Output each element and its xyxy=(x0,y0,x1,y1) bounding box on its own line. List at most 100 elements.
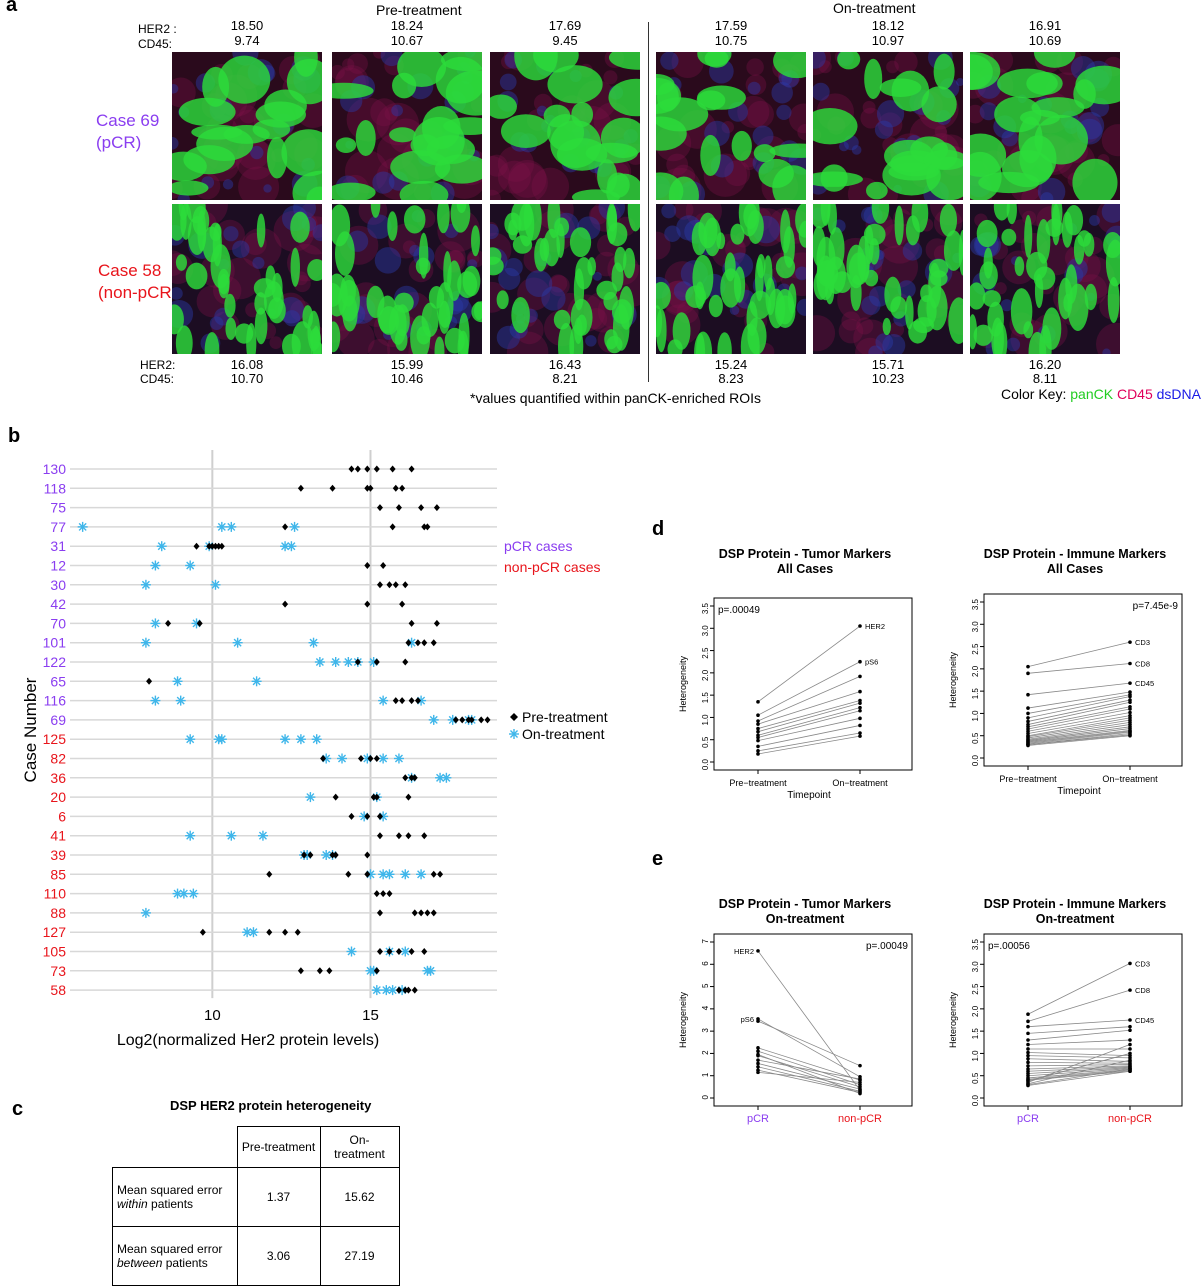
pre-treatment-point xyxy=(424,523,431,531)
paired-line xyxy=(1027,963,1131,1015)
group-on-title: On-treatment xyxy=(833,0,916,16)
on-treatment-point xyxy=(185,830,196,841)
point-right xyxy=(1128,700,1132,705)
on-treatment-point xyxy=(428,714,439,725)
her2-value-bottom-0: 16.08 xyxy=(230,357,264,372)
paired-line xyxy=(1027,1055,1131,1059)
on-treatment-point xyxy=(393,753,404,764)
on-treatment-point xyxy=(77,521,88,532)
pre-treatment-point xyxy=(376,909,383,917)
heterogeneity-table: Pre-treatment On-treatment Mean squared … xyxy=(112,1126,400,1286)
pre-treatment-point xyxy=(215,542,222,550)
cd45-label-top: CD45: xyxy=(138,37,173,51)
pre-treatment-point xyxy=(386,581,393,589)
case-label-70: 70 xyxy=(50,615,66,631)
paired-line xyxy=(1027,729,1131,743)
y-axis-label: Case Number xyxy=(21,677,40,782)
on-treatment-point xyxy=(384,869,395,880)
pre-treatment-point xyxy=(206,542,213,550)
point-left xyxy=(1026,719,1030,724)
pre-treatment-point xyxy=(364,484,371,492)
paired-line xyxy=(1027,730,1131,744)
on-treatment-point xyxy=(378,753,389,764)
pre-treatment-point xyxy=(266,870,273,878)
between-on-value: 27.19 xyxy=(319,1226,400,1286)
her2-value-top-0: 18.50 xyxy=(230,18,264,33)
point-left xyxy=(1026,1042,1030,1047)
case-label-73: 73 xyxy=(50,963,66,979)
case-label-6: 6 xyxy=(58,808,66,824)
on-treatment-point xyxy=(378,869,389,880)
pre-treatment-point xyxy=(364,812,371,820)
paired-line xyxy=(757,1047,861,1081)
paired-line xyxy=(1027,726,1131,741)
y-tick-label: 0.0 xyxy=(971,1094,980,1106)
paired-line xyxy=(1027,1029,1131,1041)
paired-line xyxy=(1027,699,1131,722)
on-treatment-point xyxy=(156,541,167,552)
on-treatment-point xyxy=(185,734,196,745)
quantification-footnote: *values quantified within panCK-enriched… xyxy=(470,390,762,406)
pre-treatment-point xyxy=(408,697,415,705)
point-left xyxy=(756,1049,760,1053)
case-label-127: 127 xyxy=(43,924,67,940)
paired-line xyxy=(757,1071,861,1083)
pre-treatment-point xyxy=(380,562,387,569)
pre-treatment-point xyxy=(421,948,428,955)
pre-treatment-point xyxy=(411,774,418,782)
paired-line xyxy=(1027,719,1131,738)
chart-title: DSP Protein - Immune Markers xyxy=(984,547,1167,561)
pre-treatment-point xyxy=(357,755,364,762)
paired-line xyxy=(1027,701,1131,725)
case-69-label: Case 69 (pCR) xyxy=(96,110,159,154)
pre-treatment-point xyxy=(373,967,380,975)
plot-frame xyxy=(713,933,913,1107)
on-treatment-point xyxy=(378,695,389,706)
point-right xyxy=(1128,661,1132,666)
pre-treatment-point xyxy=(405,832,412,840)
pre-treatment-point xyxy=(209,542,216,550)
on-treatment-point xyxy=(185,560,196,571)
pre-treatment-point xyxy=(408,948,415,955)
x-category-1: non-pCR xyxy=(1108,1113,1152,1125)
y-tick-label: 3.5 xyxy=(971,938,980,950)
y-tick-label: 3 xyxy=(701,1028,710,1033)
x-axis-label: Timepoint xyxy=(1057,786,1101,797)
marker-label-CD8: CD8 xyxy=(1135,986,1150,995)
paired-line xyxy=(757,1059,861,1080)
color-key-cd45: CD45 xyxy=(1116,386,1153,402)
pre-treatment-point xyxy=(399,484,406,492)
pre-treatment-point xyxy=(395,948,402,955)
y-tick-label: 3.0 xyxy=(971,961,980,973)
point-right xyxy=(858,689,862,694)
x-tick-label-10: 10 xyxy=(204,1007,221,1024)
color-key-dsdna: dsDNA xyxy=(1156,386,1201,402)
marker-label-CD45: CD45 xyxy=(1135,679,1154,688)
pre-treatment-point xyxy=(282,600,289,608)
point-left xyxy=(1026,1012,1030,1017)
on-treatment-point xyxy=(216,734,227,745)
paired-line xyxy=(1027,1058,1131,1062)
point-right xyxy=(1128,1028,1132,1033)
case-label-88: 88 xyxy=(50,905,66,921)
on-treatment-point xyxy=(226,830,237,841)
pre-treatment-point xyxy=(402,581,409,589)
cd45-value-top-0: 9.74 xyxy=(234,33,260,48)
her2-value-bottom-5: 16.20 xyxy=(1028,357,1062,372)
cd45-value-bottom-1: 10.46 xyxy=(390,371,424,386)
her2-label-bottom: HER2: xyxy=(140,358,176,372)
p-value: p=.00049 xyxy=(718,605,760,616)
marker-label-CD8: CD8 xyxy=(1135,660,1150,669)
pre-treatment-point xyxy=(424,909,431,917)
paired-line xyxy=(757,702,861,733)
pre-treatment-point xyxy=(364,851,371,859)
pre-treatment-point xyxy=(433,619,440,627)
panel-b-letter: b xyxy=(8,425,21,447)
case-label-20: 20 xyxy=(50,789,66,805)
on-treatment-point xyxy=(346,946,357,957)
y-tick-label: 0.0 xyxy=(971,754,980,766)
case-label-77: 77 xyxy=(50,519,66,535)
case-her2-scatter-chart: 10 15 130 118 75 77 31 12 30 42 70 101 122 65 116 69 125… xyxy=(21,450,608,1049)
case-58-label: Case 58 (non-pCR) xyxy=(98,260,177,304)
chart-title: DSP Protein - Tumor Markers xyxy=(719,897,892,911)
